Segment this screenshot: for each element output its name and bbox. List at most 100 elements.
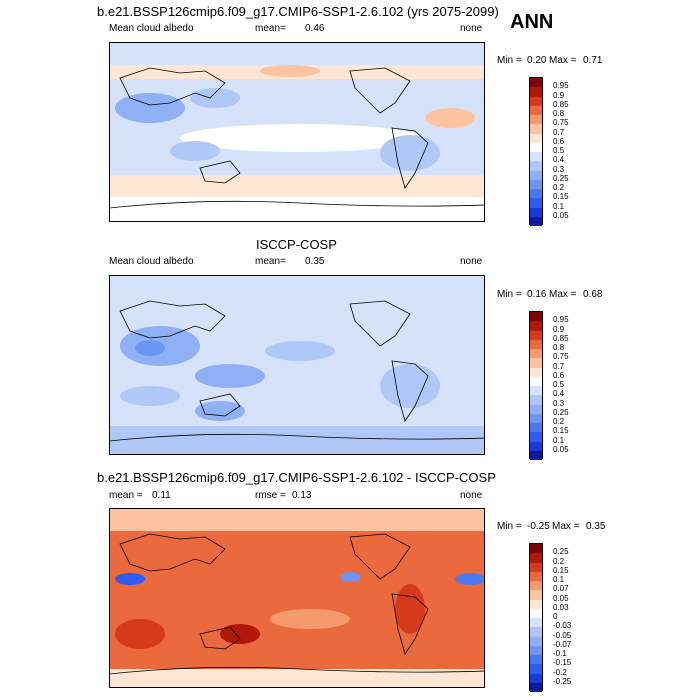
colorbar-tick-label: 0.75 — [553, 352, 569, 362]
panel1-mean-value: 0.46 — [305, 23, 325, 34]
colorbar-segment — [530, 321, 542, 331]
panel2-min-label: Min = — [497, 289, 522, 300]
colorbar-segment — [530, 179, 542, 189]
colorbar-tick-label: 0.85 — [553, 333, 569, 343]
panel1-max-value: 0.71 — [583, 55, 603, 66]
panel3-arctic-band — [110, 509, 484, 531]
panel3-rmse-label: rmse = — [255, 490, 286, 501]
colorbar-tick-label: 0.15 — [553, 426, 569, 436]
panel1-patch-pacific-north — [260, 65, 320, 77]
panel1-patch-asia — [115, 93, 185, 123]
colorbar-segment — [530, 312, 542, 322]
panel3-patch-light-pacific — [270, 609, 350, 629]
colorbar-segment — [530, 386, 542, 396]
panel3-background-field — [110, 509, 484, 687]
colorbar-segment — [530, 96, 542, 106]
colorbar-segment — [530, 627, 542, 637]
colorbar-tick-label: 0.2 — [553, 556, 565, 566]
panel1-coast-australia — [199, 160, 241, 184]
panel3-field — [110, 509, 484, 687]
colorbar-tick-label: -0.2 — [553, 667, 567, 677]
colorbar-segment — [530, 207, 542, 217]
colorbar-tick-label: 0.4 — [553, 155, 565, 165]
colorbar-segment — [530, 349, 542, 359]
colorbar-segment — [530, 115, 542, 125]
colorbar-segment — [530, 133, 542, 143]
colorbar-segment — [530, 189, 542, 199]
colorbar-segment — [530, 423, 542, 433]
panel2-units: none — [460, 256, 483, 267]
colorbar-segment — [530, 673, 542, 683]
colorbar-segment — [530, 664, 542, 674]
colorbar-segment — [530, 216, 542, 226]
panel3-coast-antarctica — [110, 666, 484, 675]
panel2-coast-eurasia — [119, 300, 226, 339]
colorbar-segment — [530, 544, 542, 554]
colorbar-segment — [530, 339, 542, 349]
colorbar-segment — [530, 655, 542, 665]
colorbar-segment — [530, 87, 542, 97]
colorbar-segment — [530, 78, 542, 88]
colorbar-tick-label: 0.05 — [553, 444, 569, 454]
colorbar-tick-label: -0.1 — [553, 649, 567, 658]
panel1-coast-namerica — [349, 67, 411, 114]
colorbar-tick-label: 0.8 — [553, 343, 565, 352]
colorbar-segment — [530, 152, 542, 162]
panel1-coast-antarctica — [110, 200, 484, 209]
colorbar-segment — [530, 161, 542, 171]
panel3-patch-australia — [220, 624, 260, 644]
panel3-coast-namerica — [349, 533, 411, 580]
panel2-field — [110, 276, 484, 454]
panel3-units: none — [460, 490, 483, 501]
panel2-max-value: 0.68 — [583, 289, 603, 300]
colorbar-tick-label: 0.05 — [553, 210, 569, 220]
colorbar-tick-label: 0.2 — [553, 183, 565, 192]
panel3-min-label: Min = — [497, 521, 522, 532]
colorbar-segment — [530, 395, 542, 405]
colorbar-segment — [530, 330, 542, 340]
colorbar-tick-label: 0.95 — [553, 315, 569, 325]
panel2-patch-africa — [120, 386, 180, 406]
panel1-patch-samerica — [380, 135, 440, 171]
panel3-coast-samerica — [391, 593, 429, 655]
colorbar-tick-label: 0.1 — [553, 575, 565, 584]
panel3-coast-australia — [199, 626, 241, 650]
colorbar-tick-label: 0.25 — [553, 173, 569, 183]
panel1-southern-ocean-band — [110, 175, 484, 197]
colorbar-segment — [530, 367, 542, 377]
colorbar-tick-label: 0.03 — [553, 602, 569, 612]
panel1-map — [109, 42, 485, 222]
panel3-patch-blue-pacific — [340, 572, 360, 582]
panel1-coast-eurasia — [119, 67, 226, 106]
colorbar-segment — [530, 590, 542, 600]
panel2-title: ISCCP-COSP — [256, 237, 337, 252]
colorbar-segment — [530, 142, 542, 152]
colorbar-segment — [530, 682, 542, 692]
panel2-patch-australia — [195, 401, 245, 421]
panel1-min-label: Min = — [497, 55, 522, 66]
panel2-patch-india-core — [135, 340, 165, 356]
panel3-title: b.e21.BSSP126cmip6.f09_g17.CMIP6-SSP1-2.… — [97, 470, 496, 485]
panel3-patch-africa — [115, 619, 165, 649]
colorbar-segment — [530, 571, 542, 581]
panel1-max-label: Max = — [549, 55, 577, 66]
colorbar-segment — [530, 581, 542, 591]
panel2-coast-australia — [199, 393, 241, 417]
colorbar-tick-label: 0.25 — [553, 407, 569, 417]
colorbar-segment — [530, 432, 542, 442]
colorbar-segment — [530, 170, 542, 180]
colorbar-segment — [530, 198, 542, 208]
colorbar-segment — [530, 124, 542, 134]
panel3-min-value: -0.25 — [527, 521, 550, 532]
colorbar-tick-label: -0.05 — [553, 630, 572, 640]
panel3-max-label: Max = — [552, 521, 580, 532]
colorbar-tick-label: -0.25 — [553, 676, 572, 686]
colorbar-tick-label: 0.15 — [553, 192, 569, 202]
panel1-field — [110, 43, 484, 221]
panel2-patch-pacific — [265, 341, 335, 361]
panel3-mean-value: 0.11 — [152, 490, 171, 501]
colorbar-tick-label: 0.3 — [553, 164, 565, 174]
colorbar-segment — [530, 105, 542, 115]
colorbar-tick-label: 0.7 — [553, 361, 565, 371]
colorbar-tick-label: 0.5 — [553, 146, 565, 155]
